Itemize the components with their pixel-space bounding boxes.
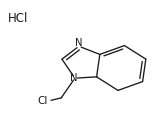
Text: Cl: Cl: [38, 96, 48, 106]
Text: N: N: [70, 73, 78, 83]
Text: N: N: [75, 38, 83, 48]
Text: HCl: HCl: [8, 12, 29, 25]
